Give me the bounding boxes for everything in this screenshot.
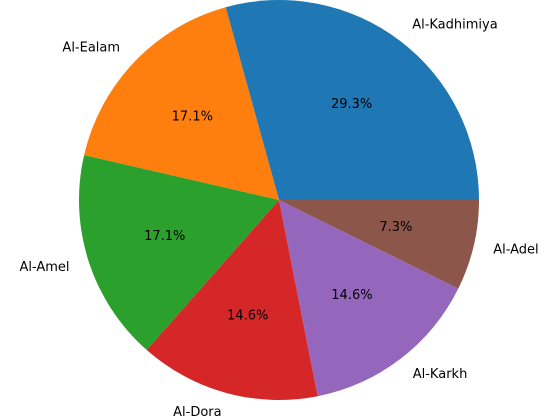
value-label: 14.6% (227, 308, 268, 323)
pie-slice (279, 200, 479, 289)
slice-label: Al-Karkh (413, 367, 468, 382)
value-label: 14.6% (331, 288, 372, 303)
pie-slice (225, 0, 479, 200)
value-label: 17.1% (144, 229, 185, 244)
slice-label: Al-Adel (493, 243, 538, 258)
pie-slice (146, 200, 318, 400)
slice-label: Al-Amel (19, 260, 69, 275)
pie-slice (78, 155, 279, 351)
value-label: 17.1% (172, 110, 213, 125)
pie-slice (279, 200, 459, 397)
value-label: 7.3% (379, 220, 412, 235)
slice-label: Al-Kadhimiya (412, 17, 498, 32)
pie-slice (84, 7, 279, 200)
value-label: 29.3% (331, 97, 372, 112)
slice-label: Al-Dora (173, 405, 221, 418)
slice-label: Al-Ealam (62, 40, 120, 55)
